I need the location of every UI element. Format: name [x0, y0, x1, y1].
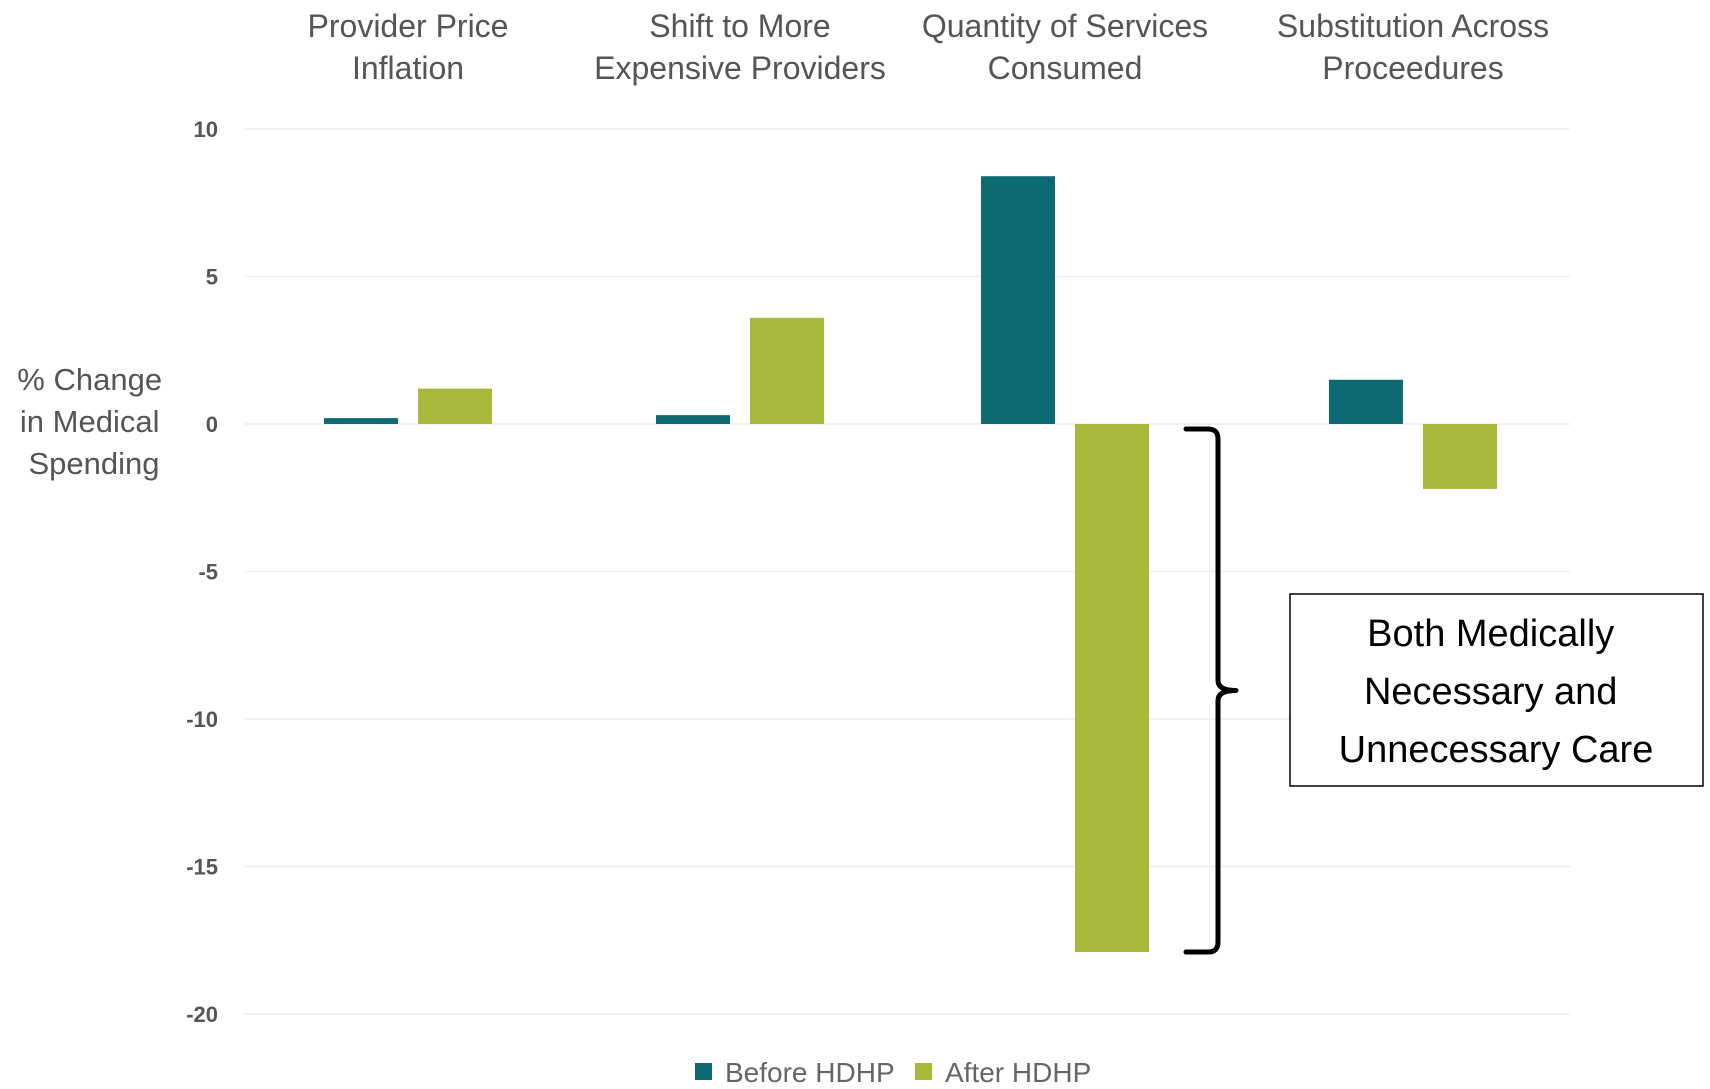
legend: Before HDHP After HDHP	[695, 1057, 1091, 1088]
annotation-brace	[1183, 426, 1239, 955]
y-axis-label: % Change in Medical Spending	[17, 362, 170, 481]
y-axis-label-line: in Medical	[20, 404, 160, 439]
category-label-line: Consumed	[988, 50, 1143, 86]
y-tick-label: 0	[206, 412, 218, 437]
y-tick-label: -5	[198, 560, 218, 585]
bar-before-hdhp	[324, 418, 398, 424]
annotation-text: Both Medically Necessary and Unnecessary…	[1339, 613, 1654, 771]
bar-after-hdhp	[1423, 424, 1497, 489]
bar-before-hdhp	[981, 176, 1055, 424]
y-tick-label: 5	[206, 265, 218, 290]
bar-before-hdhp	[656, 415, 730, 424]
bar-before-hdhp	[1329, 379, 1403, 424]
legend-swatch-after-hdhp	[915, 1063, 932, 1080]
annotation: Both Medically Necessary and Unnecessary…	[1183, 426, 1704, 955]
legend-swatch-before-hdhp	[695, 1063, 712, 1080]
y-axis-label-line: Spending	[28, 446, 159, 481]
legend-label-before-hdhp: Before HDHP	[725, 1057, 895, 1088]
y-tick-label: -10	[186, 707, 218, 732]
annotation-text-line: Both Medically	[1367, 613, 1614, 655]
category-label-line: Proceedures	[1322, 50, 1503, 86]
bars	[324, 176, 1497, 953]
category-label: Substitution Across Proceedures	[1277, 8, 1549, 86]
bar-after-hdhp	[1075, 424, 1149, 953]
y-axis-label-line: % Change	[17, 362, 162, 397]
y-axis-ticks: 10 5 0 -5 -10 -15 -20	[186, 117, 218, 1027]
category-label: Shift to More Expensive Providers	[594, 8, 886, 86]
category-label-line: Inflation	[352, 50, 464, 86]
legend-label-after-hdhp: After HDHP	[945, 1057, 1091, 1088]
y-tick-label: -20	[186, 1002, 218, 1027]
category-label: Provider Price Inflation	[308, 8, 509, 86]
bar-after-hdhp	[418, 388, 492, 424]
category-label-line: Substitution Across	[1277, 8, 1549, 44]
category-labels: Provider Price Inflation Shift to More Expe…	[308, 8, 1550, 86]
category-label-line: Quantity of Services	[922, 8, 1208, 44]
y-tick-label: 10	[194, 117, 218, 142]
annotation-box	[1289, 593, 1704, 787]
bar-after-hdhp	[750, 317, 824, 424]
annotation-text-line: Unnecessary Care	[1339, 729, 1654, 771]
category-label-line: Provider Price	[308, 8, 509, 44]
grid-layer	[245, 128, 1570, 1015]
category-label-line: Shift to More	[649, 8, 830, 44]
category-label: Quantity of Services Consumed	[922, 8, 1208, 86]
category-label-line: Expensive Providers	[594, 50, 886, 86]
annotation-text-line: Necessary and	[1364, 671, 1617, 713]
y-tick-label: -15	[186, 855, 218, 880]
